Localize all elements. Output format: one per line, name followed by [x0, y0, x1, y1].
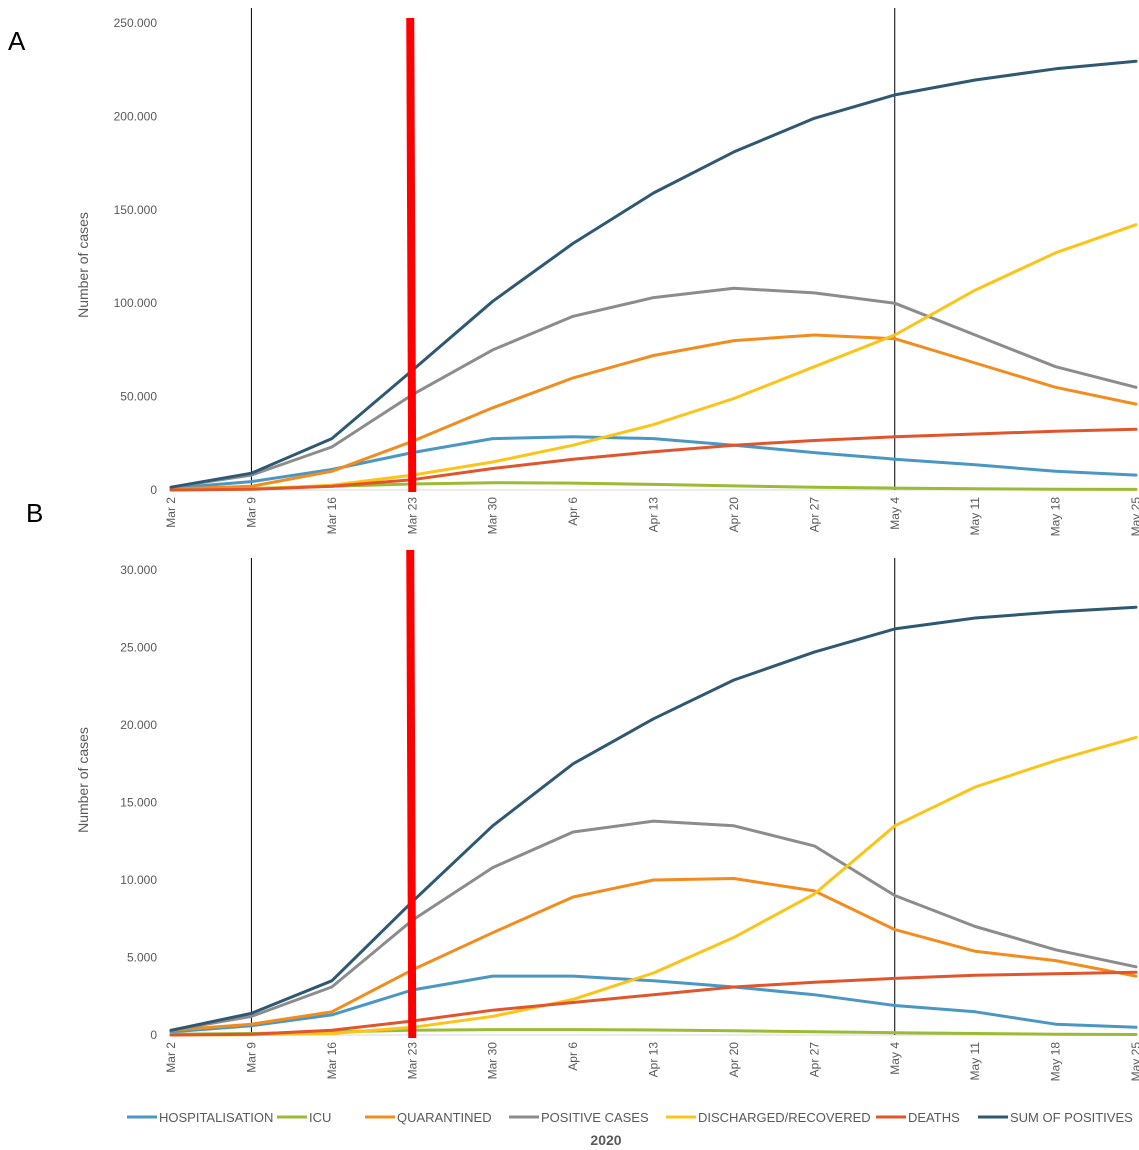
highlight-marker-line — [406, 549, 417, 1039]
y-tick-label: 20.000 — [120, 718, 157, 732]
y-tick-label: 200.000 — [114, 109, 158, 123]
x-tick-label: Mar 30 — [486, 497, 500, 535]
series-line-sum-of-positives — [169, 605, 1138, 1032]
y-tick-label: 10.000 — [120, 873, 157, 887]
series-line-hospitalisation — [169, 435, 1138, 490]
series-line-deaths — [169, 427, 1138, 492]
series-line-icu — [169, 1028, 1138, 1036]
legend-label: SUM OF POSITIVES — [1010, 1110, 1133, 1125]
x-tick-label: Mar 30 — [486, 1042, 500, 1080]
x-tick-label: Mar 2 — [164, 497, 178, 528]
legend-label: DEATHS — [908, 1110, 960, 1125]
panel-label-a: A — [8, 26, 26, 56]
x-tick-label: May 11 — [968, 497, 982, 536]
legend-label: ICU — [309, 1110, 331, 1125]
panel-label-b: B — [26, 498, 44, 528]
x-tick-label: Apr 13 — [647, 497, 661, 533]
x-tick-label: Mar 2 — [164, 1042, 178, 1073]
y-axis-label: Number of cases — [75, 727, 91, 833]
y-tick-label: 30.000 — [120, 563, 157, 577]
series-line-positive-cases — [169, 819, 1138, 1032]
x-tick-label: Mar 9 — [244, 497, 258, 528]
y-tick-label: 5.000 — [127, 951, 157, 965]
y-tick-label: 250.000 — [114, 16, 158, 30]
legend-label: POSITIVE CASES — [541, 1110, 649, 1125]
series-line-quarantined — [169, 333, 1138, 491]
chart-panel-b: Number of cases 0 5.000 10.000 15.000 20.000 2… — [75, 549, 1139, 1082]
x-tick-label: May 18 — [1049, 497, 1063, 537]
highlight-marker-line — [406, 17, 417, 493]
y-tick-label: 0 — [150, 483, 157, 497]
x-tick-label: Mar 16 — [325, 1042, 339, 1080]
series-line-discharged-recovered — [169, 735, 1138, 1037]
x-tick-label: May 11 — [968, 1042, 982, 1081]
y-axis-label: Number of cases — [75, 212, 91, 318]
legend-label: DISCHARGED/RECOVERED — [698, 1110, 871, 1125]
x-tick-label: May 25 — [1129, 1042, 1139, 1082]
legend-label: QUARANTINED — [397, 1110, 492, 1125]
x-tick-label: Mar 9 — [244, 1042, 258, 1073]
x-tick-label: Apr 27 — [807, 1042, 821, 1078]
y-tick-label: 25.000 — [120, 641, 157, 655]
y-tick-label: 0 — [150, 1028, 157, 1042]
series-line-sum-of-positives — [169, 59, 1138, 489]
x-tick-label: May 4 — [888, 497, 902, 530]
y-tick-label: 15.000 — [120, 796, 157, 810]
x-tick-label: Apr 20 — [727, 497, 741, 533]
x-tick-label: May 4 — [888, 1042, 902, 1075]
chart-panel-a: Number of cases 0 50.000 100.000 150.000 200.… — [75, 8, 1139, 536]
x-axis-year-label: 2020 — [590, 1132, 621, 1148]
x-tick-label: Apr 27 — [807, 497, 821, 533]
series-line-positive-cases — [169, 286, 1138, 489]
x-tick-label: Apr 6 — [566, 497, 580, 526]
series-line-hospitalisation — [169, 974, 1138, 1034]
y-tick-label: 100.000 — [114, 296, 158, 310]
y-tick-label: 50.000 — [120, 390, 157, 404]
x-tick-label: Mar 16 — [325, 497, 339, 535]
legend: HOSPITALISATION ICU QUARANTINED POSITIVE CA… — [127, 1110, 1133, 1125]
x-tick-label: Apr 13 — [647, 1042, 661, 1078]
y-tick-label: 150.000 — [114, 203, 158, 217]
x-tick-label: May 18 — [1049, 1042, 1063, 1082]
x-tick-label: May 25 — [1129, 497, 1139, 537]
series-line-deaths — [169, 970, 1138, 1037]
x-tick-label: Apr 6 — [566, 1042, 580, 1071]
x-tick-label: Apr 20 — [727, 1042, 741, 1078]
x-tick-label: Mar 23 — [405, 1042, 419, 1080]
x-tick-label: Mar 23 — [405, 497, 419, 535]
series-line-quarantined — [169, 877, 1138, 1032]
legend-label: HOSPITALISATION — [159, 1110, 273, 1125]
